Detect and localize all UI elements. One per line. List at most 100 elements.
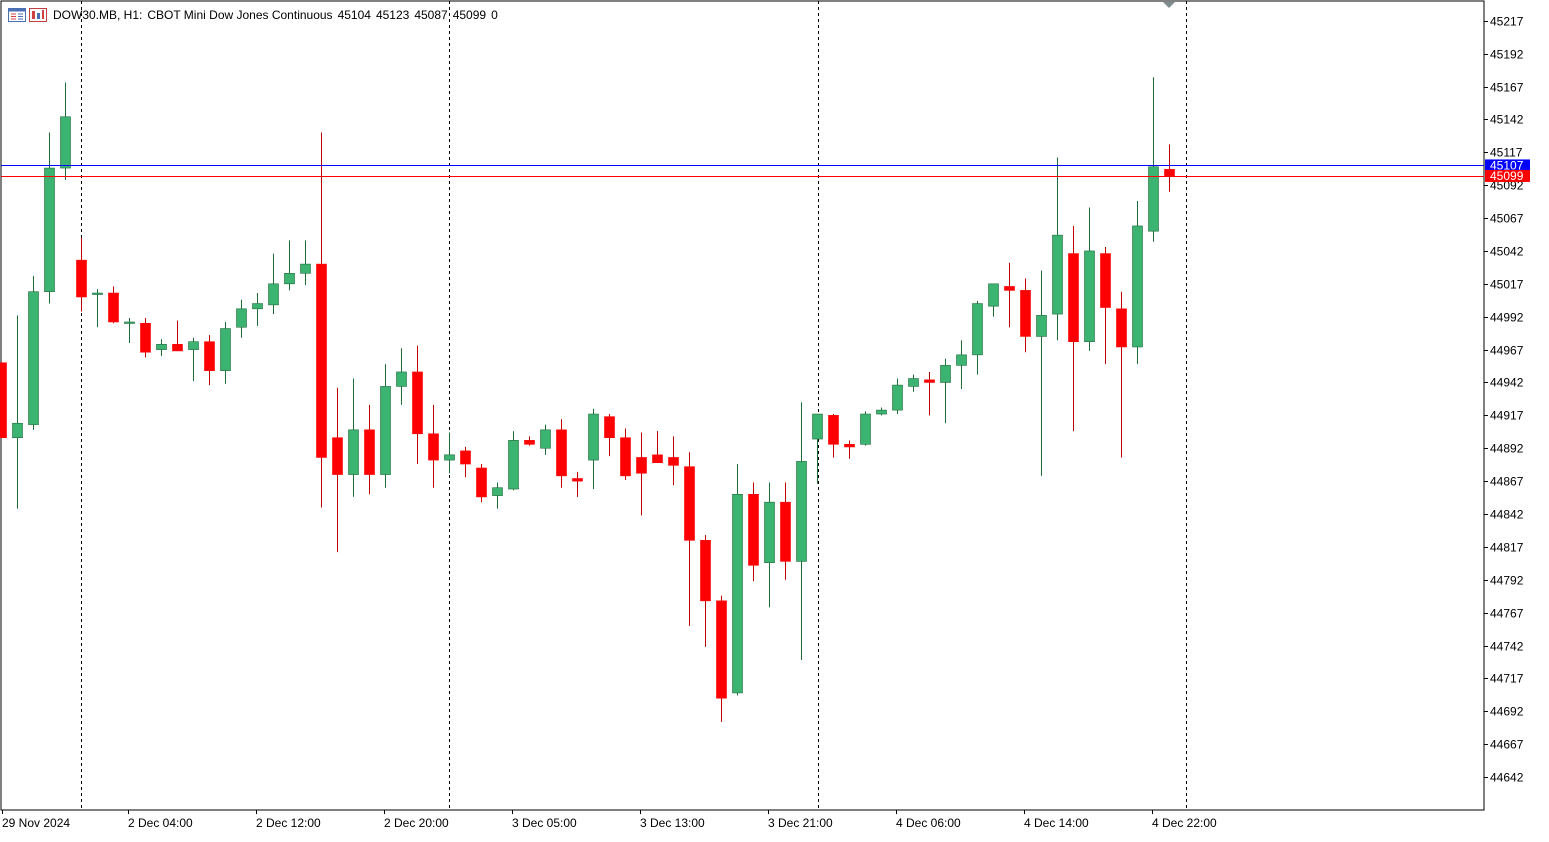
candle-body[interactable] <box>812 413 823 440</box>
candle-body[interactable] <box>12 422 23 439</box>
candle-body[interactable] <box>780 501 791 562</box>
candle-body[interactable] <box>60 116 71 169</box>
candle-body[interactable] <box>76 259 87 298</box>
candle-body[interactable] <box>1068 253 1079 343</box>
candle-body[interactable] <box>44 167 55 293</box>
candle-body[interactable] <box>396 371 407 387</box>
candle-body[interactable] <box>236 308 247 328</box>
candle-body[interactable] <box>540 429 551 449</box>
candle-body[interactable] <box>860 413 871 445</box>
candle-body[interactable] <box>140 322 151 353</box>
candle-body[interactable] <box>1020 290 1031 337</box>
candle-body[interactable] <box>1084 250 1095 343</box>
candle-body[interactable] <box>572 478 583 482</box>
candle-body[interactable] <box>668 457 679 466</box>
candle-body[interactable] <box>428 433 439 461</box>
ask-price-badge <box>1485 169 1530 182</box>
candle-body[interactable] <box>476 467 487 498</box>
candle-body[interactable] <box>876 409 887 415</box>
y-axis-tick-label: 44717 <box>1490 672 1524 686</box>
candle-body[interactable] <box>252 303 263 310</box>
candle-body[interactable] <box>364 429 375 475</box>
candle-body[interactable] <box>124 321 135 324</box>
candle-body[interactable] <box>908 378 919 387</box>
candle-body[interactable] <box>1148 166 1159 232</box>
symbol-label: DOW30.MB, H1: <box>53 8 143 22</box>
candle-body[interactable] <box>284 272 295 285</box>
candle-body[interactable] <box>380 386 391 475</box>
candle-body[interactable] <box>748 493 759 566</box>
candle-body[interactable] <box>92 292 103 295</box>
bid-price-label: 45107 <box>1490 158 1524 172</box>
y-axis-tick-label: 44817 <box>1490 541 1524 555</box>
candle-body[interactable] <box>924 379 935 383</box>
candle-body[interactable] <box>796 461 807 562</box>
candle-body[interactable] <box>684 466 695 541</box>
x-axis-tick-label: 29 Nov 2024 <box>2 816 70 830</box>
candle-body[interactable] <box>588 413 599 461</box>
candle-body[interactable] <box>956 354 967 366</box>
ohlc-volume: 0 <box>491 8 498 22</box>
symbol-description: CBOT Mini Dow Jones Continuous <box>147 8 333 22</box>
candle-body[interactable] <box>332 437 343 475</box>
candle-body[interactable] <box>28 291 39 425</box>
candle-body[interactable] <box>348 429 359 475</box>
candle-body[interactable] <box>764 501 775 563</box>
y-axis-tick-label: 44867 <box>1490 475 1524 489</box>
chart-mode-icon[interactable] <box>29 8 47 22</box>
y-axis-tick-label: 44917 <box>1490 409 1524 423</box>
y-axis-tick-label: 44667 <box>1490 738 1524 752</box>
candle-body[interactable] <box>892 384 903 411</box>
x-axis-tick-label: 3 Dec 13:00 <box>640 816 705 830</box>
x-axis-tick-label: 4 Dec 06:00 <box>896 816 961 830</box>
indicator-list-icon[interactable] <box>8 8 26 22</box>
candle-body[interactable] <box>700 540 711 602</box>
y-axis-tick-label: 44842 <box>1490 508 1524 522</box>
candle-body[interactable] <box>444 454 455 461</box>
candle-body[interactable] <box>508 440 519 490</box>
candle-body[interactable] <box>940 365 951 383</box>
y-axis-tick-label: 44967 <box>1490 344 1524 358</box>
candle-body[interactable] <box>636 457 647 474</box>
candle-body[interactable] <box>972 303 983 356</box>
x-axis-tick-label: 2 Dec 04:00 <box>128 816 193 830</box>
candle-body[interactable] <box>156 344 167 350</box>
candle-body[interactable] <box>188 341 199 350</box>
candle-body[interactable] <box>172 344 183 352</box>
y-axis-tick-label: 44892 <box>1490 442 1524 456</box>
candle-body[interactable] <box>460 450 471 465</box>
candle-body[interactable] <box>0 362 7 439</box>
candle-body[interactable] <box>988 283 999 307</box>
candle-body[interactable] <box>1116 308 1127 348</box>
candle-body[interactable] <box>732 493 743 694</box>
candle-body[interactable] <box>604 416 615 439</box>
candle-body[interactable] <box>1052 234 1063 315</box>
candle-body[interactable] <box>1100 253 1111 308</box>
candle-body[interactable] <box>524 440 535 445</box>
candle-body[interactable] <box>1004 286 1015 291</box>
candle-body[interactable] <box>1132 225 1143 348</box>
candle-body[interactable] <box>620 437 631 477</box>
candle-body[interactable] <box>1036 315 1047 337</box>
candle-body[interactable] <box>300 263 311 274</box>
y-axis-tick-label: 45017 <box>1490 278 1524 292</box>
candle-body[interactable] <box>492 487 503 496</box>
candle-body[interactable] <box>220 328 231 371</box>
candle-body[interactable] <box>316 263 327 458</box>
candle-body[interactable] <box>1164 169 1175 177</box>
candle-body[interactable] <box>412 371 423 435</box>
candle-body[interactable] <box>556 429 567 477</box>
candle-body[interactable] <box>828 415 839 445</box>
candle-body[interactable] <box>652 454 663 464</box>
candle-body[interactable] <box>108 292 119 323</box>
chart-shift-marker-icon[interactable] <box>1163 2 1175 8</box>
candle-body[interactable] <box>268 283 279 306</box>
candle-body[interactable] <box>716 600 727 699</box>
candle-body[interactable] <box>204 341 215 371</box>
chart-header: DOW30.MB, H1: CBOT Mini Dow Jones Contin… <box>8 6 503 24</box>
candle-body[interactable] <box>844 444 855 448</box>
y-axis-tick-label: 44992 <box>1490 311 1524 325</box>
y-axis-tick-label: 45042 <box>1490 245 1524 259</box>
